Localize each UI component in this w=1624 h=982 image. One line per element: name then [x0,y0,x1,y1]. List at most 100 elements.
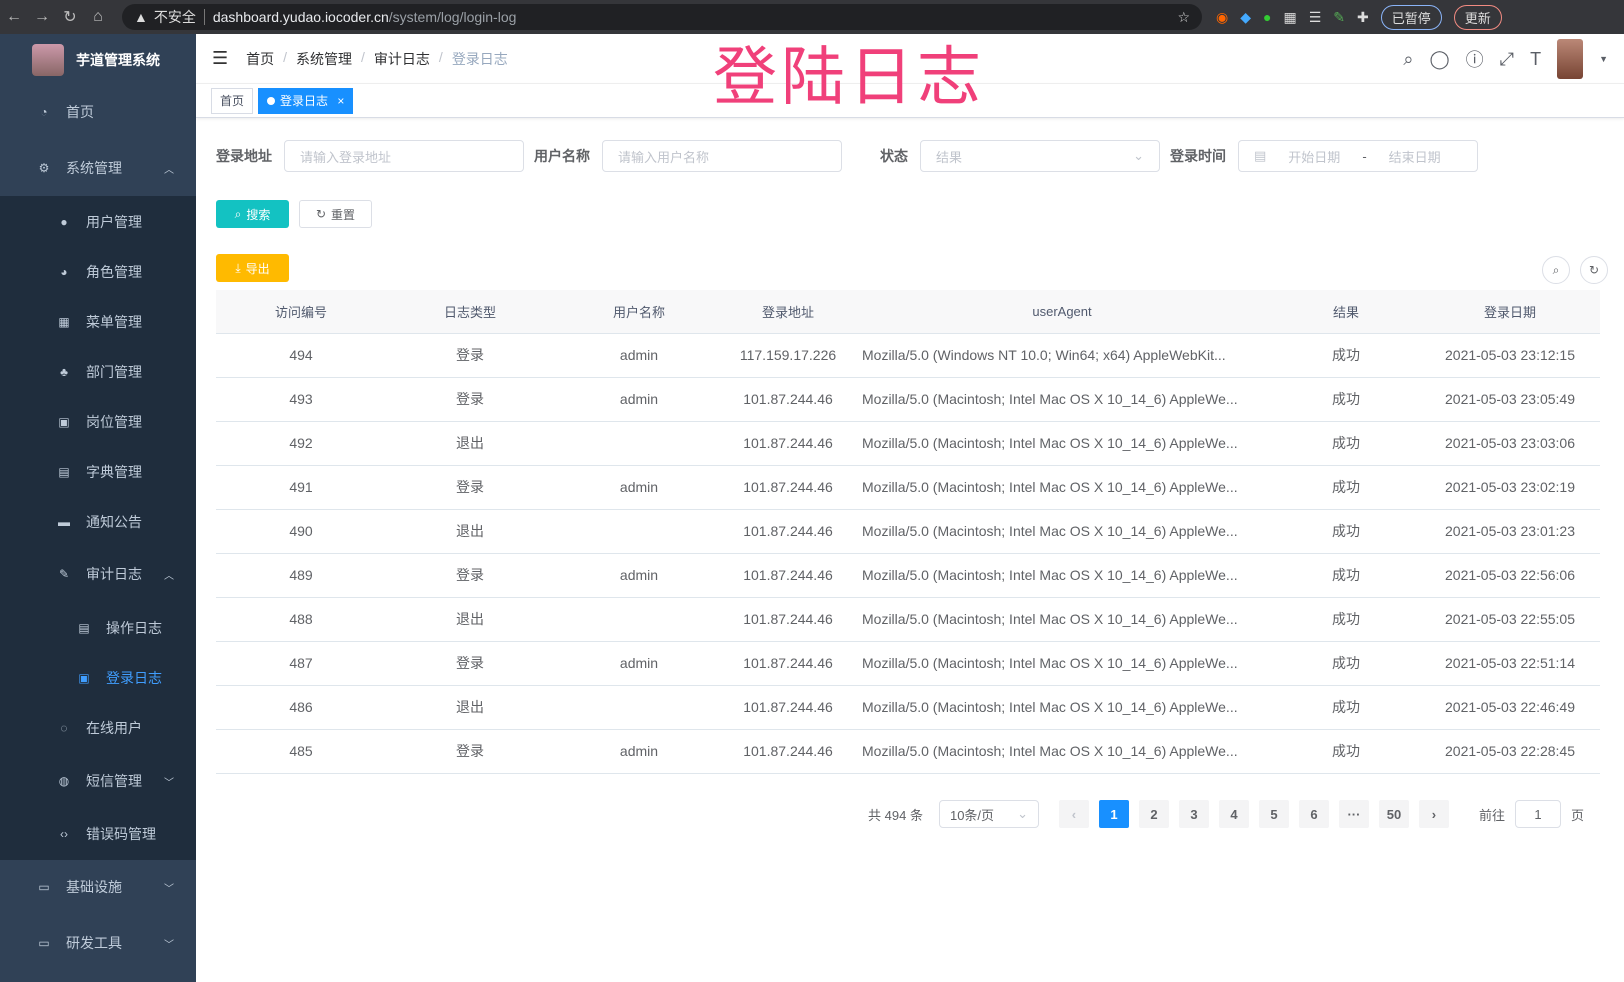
fullscreen-icon[interactable]: ⤢ [1499,48,1515,69]
sidebar-item[interactable]: ◔ 首页 [0,87,196,137]
range-separator: - [1362,148,1367,164]
search-button[interactable]: ⌕ 搜索 [216,200,289,228]
logo[interactable]: 芋道管理系统 [0,34,196,86]
caret-down-icon[interactable]: ▼ [1599,54,1608,64]
table-cell: 成功 [1272,333,1420,378]
tag-home[interactable]: 首页 [211,87,254,114]
extension-icon[interactable]: ◆ [1240,8,1251,25]
close-icon[interactable]: × [337,93,345,108]
sidebar-item-label: 首页 [66,104,94,120]
sidebar-item[interactable]: ◌ 在线用户 [0,703,196,753]
reset-label: 重置 [331,207,356,222]
extension-icon[interactable]: ☰ [1308,8,1322,25]
gear-icon: ⚙ [38,161,50,175]
chevron-icon: ﹀ [164,883,174,895]
github-icon[interactable]: ◯ [1429,48,1450,69]
table-cell: 登录 [386,641,554,686]
peoples-icon: ◕ [60,265,68,279]
sidebar-item[interactable]: ▤ 操作日志 [0,603,196,653]
refresh-button[interactable]: ↻ [1580,256,1608,284]
end-date[interactable]: 结束日期 [1388,149,1441,165]
search-label: 搜索 [246,207,271,222]
start-date[interactable]: 开始日期 [1288,149,1341,165]
page-button[interactable]: 1 [1098,800,1129,828]
sidebar-item[interactable]: ▣ 登录日志 [0,653,196,703]
warning-icon: ▲ [134,9,148,25]
reload-icon[interactable]: ↻ [63,9,77,26]
toggle-search-button[interactable]: ⌕ [1542,256,1570,284]
reset-button[interactable]: ↻ 重置 [299,200,372,228]
sidebar-item[interactable]: ◕ 角色管理 [0,247,196,297]
breadcrumb-item[interactable]: 首页 [246,50,275,67]
sidebar-item[interactable]: ◍ 短信管理 ﹀ [0,756,196,806]
security-label: 不安全 [153,9,196,25]
hamburger-icon[interactable]: ☰ [212,48,229,68]
search-icon: ⌕ [1552,262,1560,277]
sidebar-item[interactable]: ▭ 基础设施 ﹀ [0,862,196,912]
page-button[interactable]: 6 [1298,800,1329,828]
page-size-value: 10条/页 [949,807,995,823]
forward-icon[interactable]: → [34,8,50,25]
table-cell: 登录 [386,333,554,378]
sidebar-item[interactable]: ▭ 研发工具 ﹀ [0,918,196,968]
status-select[interactable]: 结果 ⌄ [920,140,1160,172]
tag-login-log[interactable]: 登录日志 × [258,87,354,114]
table-cell: 492 [216,421,386,466]
puzzle-icon[interactable]: ✚ [1357,8,1369,25]
page-button[interactable]: 2 [1138,800,1169,828]
sidebar-item[interactable]: ‹› 错误码管理 [0,809,196,859]
update-button[interactable]: 更新 [1453,4,1502,30]
sidebar-item[interactable]: ▣ 岗位管理 [0,397,196,447]
table-cell: 成功 [1272,597,1420,642]
username-input[interactable]: 请输入用户名称 [602,140,842,172]
user-icon: ● [60,215,68,229]
page-button[interactable]: 4 [1218,800,1249,828]
extension-icon[interactable]: ✎ [1333,8,1345,25]
table-cell [554,509,724,554]
sidebar-item[interactable]: ● 用户管理 [0,197,196,247]
chevron-icon: ﹀ [164,777,174,789]
page-button[interactable]: 50 [1378,800,1409,828]
table-cell: admin [554,333,724,378]
home-icon[interactable]: ⌂ [93,8,103,25]
tool-icon: ▭ [38,936,50,950]
sidebar-item[interactable]: ♣ 部门管理 [0,347,196,397]
page-size-select[interactable]: 10条/页 ⌄ [938,800,1039,828]
sidebar-item-label: 字典管理 [86,464,142,480]
goto-page-input[interactable]: 1 [1514,800,1561,828]
export-button[interactable]: ⤓ 导出 [216,254,289,282]
address-bar[interactable]: ▲ 不安全 dashboard.yudao.iocoder.cn/system/… [122,4,1202,30]
refresh-icon: ↻ [315,207,327,221]
extension-icon[interactable]: ● [1263,9,1272,25]
page-button[interactable]: ··· [1338,800,1369,828]
prev-page-button[interactable]: ‹ [1058,800,1089,828]
table-cell: 成功 [1272,465,1420,510]
sidebar-item[interactable]: ▤ 字典管理 [0,447,196,497]
avatar[interactable] [1557,39,1584,79]
sidebar-item[interactable]: ⚙ 系统管理 ︿ [0,143,196,193]
profile-button[interactable]: 已暂停 [1380,4,1442,30]
extension-icon[interactable]: ◉ [1216,8,1229,25]
bookmark-star-icon[interactable]: ☆ [1177,8,1190,25]
calendar-icon: ▤ [1254,148,1267,163]
sidebar-item[interactable]: ✎ 审计日志 ︿ [0,549,196,599]
table-row: 485 登录 admin 101.87.244.46 Mozilla/5.0 (Maci… [216,729,1600,774]
ip-input[interactable]: 请输入登录地址 [284,140,524,172]
status-placeholder: 结果 [936,149,963,165]
extension-icon[interactable]: ▦ [1283,8,1297,25]
sidebar-item-label: 通知公告 [86,514,142,530]
help-icon[interactable]: ⓘ [1465,50,1484,70]
back-icon[interactable]: ← [6,8,22,25]
export-label: 导出 [245,261,270,276]
table-cell [554,597,724,642]
page-button[interactable]: 5 [1258,800,1289,828]
date-range-picker[interactable]: ▤ 开始日期 - 结束日期 [1238,140,1478,172]
search-icon[interactable]: ⌕ [1403,48,1414,69]
font-size-icon[interactable]: T [1530,48,1542,69]
refresh-icon: ↻ [1588,263,1600,277]
sidebar-item[interactable]: ▬ 通知公告 [0,497,196,547]
status-label: 状态 [880,148,908,164]
page-button[interactable]: 3 [1178,800,1209,828]
sidebar-item[interactable]: ▦ 菜单管理 [0,297,196,347]
next-page-button[interactable]: › [1418,800,1449,828]
